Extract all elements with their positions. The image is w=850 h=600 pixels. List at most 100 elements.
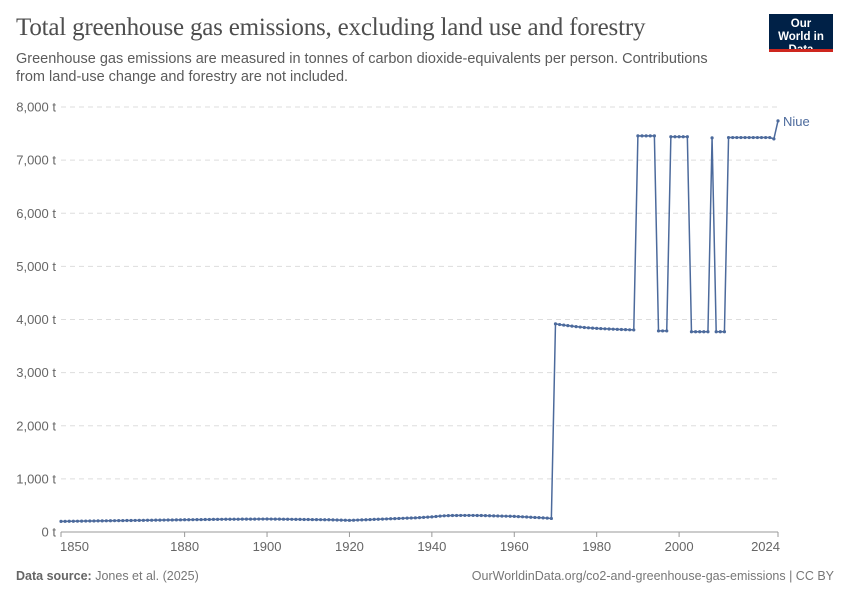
data-point (541, 516, 545, 520)
data-point (133, 518, 137, 523)
data-point (413, 516, 417, 520)
data-point (479, 513, 483, 518)
data-point (599, 326, 603, 331)
data-point (619, 327, 624, 332)
x-tick-label: 1880 (170, 539, 199, 554)
data-point (590, 326, 595, 330)
data-point (323, 518, 327, 522)
source-link[interactable]: Jones et al. (2025) (95, 569, 199, 583)
data-point (656, 329, 661, 333)
source-label: Data source: (16, 569, 92, 583)
data-point (628, 328, 632, 332)
data-point (368, 517, 372, 522)
x-tick-label: 1900 (253, 539, 282, 554)
data-point (302, 517, 306, 522)
data-point (162, 518, 166, 522)
data-point (772, 137, 776, 141)
data-point (199, 517, 203, 522)
y-tick-label: 1,000 t (16, 471, 56, 486)
data-point (397, 516, 401, 521)
data-point (512, 514, 516, 518)
data-point (681, 135, 685, 139)
x-tick-label: 2024 (751, 539, 780, 554)
data-point (269, 517, 273, 521)
data-point (706, 330, 710, 334)
y-tick-label: 2,000 t (16, 418, 56, 433)
data-point (141, 518, 146, 522)
y-tick-label: 6,000 t (16, 206, 56, 221)
data-point (327, 518, 331, 522)
data-point (776, 119, 780, 123)
data-point (586, 326, 591, 330)
data-point (764, 135, 768, 140)
data-point (454, 513, 459, 518)
data-point (726, 135, 731, 140)
data-point (496, 514, 500, 518)
data-point (384, 517, 389, 521)
data-point (376, 517, 380, 521)
data-point (739, 135, 743, 140)
data-point (669, 135, 673, 139)
data-point (471, 513, 475, 518)
data-point (211, 517, 216, 522)
data-point (265, 517, 269, 521)
data-point (71, 519, 75, 523)
data-point (298, 517, 302, 522)
x-tick-label: 2000 (665, 539, 694, 554)
data-point (191, 518, 195, 522)
data-point (611, 327, 615, 331)
series-label: Niue (783, 114, 810, 129)
data-point (319, 518, 323, 522)
owid-logo[interactable]: Our World in Data (769, 14, 833, 56)
data-point (747, 135, 751, 140)
data-point (718, 330, 722, 334)
data-point (244, 517, 249, 521)
data-point (339, 518, 343, 522)
data-point (88, 519, 92, 523)
series-line-niue (60, 120, 779, 523)
data-point (154, 518, 158, 522)
footer-url[interactable]: OurWorldinData.org/co2-and-greenhouse-ga… (471, 569, 834, 583)
data-point (100, 519, 104, 523)
data-point (129, 518, 133, 523)
data-point (574, 325, 578, 329)
data-point (553, 322, 558, 326)
data-point (751, 135, 755, 140)
data-point (63, 519, 67, 523)
data-point (442, 514, 446, 518)
data-point (253, 517, 257, 521)
data-point (450, 513, 455, 518)
data-point (380, 517, 385, 521)
data-point (755, 135, 759, 140)
data-point (562, 323, 566, 327)
data-point (615, 327, 619, 331)
data-point (195, 518, 199, 522)
data-point (356, 518, 360, 522)
data-point (137, 518, 141, 522)
data-point (351, 518, 356, 522)
data-point (500, 514, 504, 518)
data-point (463, 513, 467, 518)
y-tick-label: 0 t (42, 525, 57, 540)
x-tick-label: 1980 (582, 539, 611, 554)
data-point (459, 513, 463, 518)
data-point (203, 517, 207, 522)
data-point (722, 330, 727, 334)
y-tick-label: 7,000 t (16, 153, 56, 168)
data-point (108, 519, 113, 523)
data-point (603, 327, 607, 331)
data-point (290, 517, 294, 521)
data-point (59, 519, 63, 523)
y-tick-label: 8,000 t (16, 100, 56, 115)
data-point (426, 515, 430, 519)
data-point (648, 134, 652, 138)
chart-title: Total greenhouse gas emissions, excludin… (16, 14, 646, 41)
data-point (207, 517, 211, 522)
data-point (112, 519, 117, 523)
data-point (405, 516, 409, 520)
data-point (640, 134, 644, 138)
data-point (117, 519, 121, 523)
data-point (665, 329, 669, 333)
data-point (178, 518, 183, 522)
